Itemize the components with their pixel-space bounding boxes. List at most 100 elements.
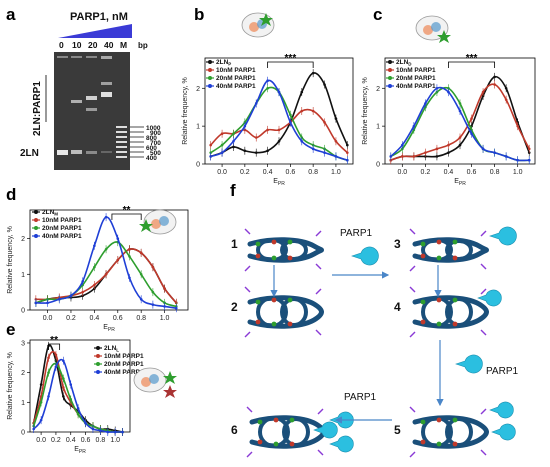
x-axis-label: EPR: [273, 178, 285, 187]
fluorophore-star: [452, 321, 458, 327]
x-tick-label: 0.4: [66, 437, 76, 444]
parp1-pacman: [313, 421, 338, 439]
fluorophore-star: [271, 321, 277, 327]
x-tick-label: 0.6: [467, 169, 477, 176]
stage-4: 4: [394, 300, 401, 314]
motion-arrow: [315, 230, 322, 237]
x-tick-label: 0.0: [36, 437, 46, 444]
x-tick-label: 0.2: [240, 169, 250, 176]
gel-title: PARP1, nM: [70, 11, 128, 23]
fluorophore-star: [436, 255, 442, 261]
legend-label: 40nM PARP1: [42, 233, 82, 240]
nucleosome-core: [421, 416, 453, 448]
ladder-lines: [130, 126, 144, 158]
x-tick-label: 0.8: [308, 169, 318, 176]
y-tick-label: 0: [376, 162, 380, 169]
significance-stars: ***: [285, 53, 297, 64]
parp-label-3: PARP1: [344, 392, 376, 403]
nucleosome-core: [282, 417, 310, 447]
ladder-500: 500: [150, 150, 161, 157]
x-axis-label-sub: PR: [278, 181, 285, 187]
motion-arrow: [246, 406, 253, 413]
dna-loop: [412, 415, 489, 449]
nucleosome-core: [445, 417, 473, 447]
legend-label: 40nM PARP1: [104, 369, 144, 376]
panel-label-f: f: [230, 181, 236, 200]
parp1-pacman: [455, 354, 483, 374]
legend-label: 40nM PARP1: [396, 83, 436, 90]
dinucleosome: [244, 228, 324, 272]
significance-stars: ***: [466, 53, 478, 64]
motion-arrow: [244, 228, 251, 235]
legend-label-sub: D: [408, 62, 412, 67]
nucleosome-icon-c: [415, 15, 451, 43]
y-tick-label: 0: [21, 308, 25, 315]
x-tick-label: 0.8: [96, 437, 106, 444]
stage-2: 2: [231, 300, 238, 314]
y-axis-label: Relative frequency, %: [362, 77, 369, 145]
parp1-pacman: [477, 289, 502, 307]
nucleosome-core: [445, 297, 473, 327]
dna-loop: [412, 237, 489, 263]
gel-lane-10: 10: [72, 40, 82, 50]
significance-bracket: [448, 61, 496, 68]
fluorophore-star: [452, 255, 458, 261]
x-tick-label: 1.0: [110, 437, 120, 444]
significance-bracket: [111, 213, 142, 220]
x-tick-label: 0.6: [81, 437, 91, 444]
panel-label-b: b: [194, 5, 204, 24]
y-tick-label: 0: [196, 162, 200, 169]
fluorophore-star: [271, 255, 277, 261]
fret-histogram-d: 0.0 0.2 0.4 0.6 0.8 1.0 0 1 2 EPR Relative frequen…: [7, 205, 189, 333]
motion-arrow: [244, 286, 251, 293]
x-tick-label: 0.4: [90, 315, 100, 322]
y-axis-label: Relative frequency, %: [182, 77, 189, 145]
fluorophore-star: [255, 319, 261, 325]
y-tick-label: 1: [21, 272, 25, 279]
x-tick-label: 0.0: [217, 169, 227, 176]
motion-arrow: [409, 228, 416, 235]
motion-arrow: [317, 408, 324, 415]
legend-label: 2LNL: [104, 345, 119, 353]
y-axis-label: Relative frequency, %: [7, 352, 14, 420]
y-tick-label: 2: [196, 86, 200, 93]
y-tick-label: 1: [376, 124, 380, 131]
x-axis-label: EPR: [103, 324, 115, 333]
series-line: [390, 86, 530, 162]
fluorophore-star: [255, 253, 261, 259]
ladder-800: 800: [146, 135, 157, 142]
nucleosome-core: [421, 238, 453, 262]
x-tick-label: 0.2: [66, 315, 76, 322]
x-tick-label: 0.8: [136, 315, 146, 322]
y-tick-label: 2: [21, 236, 25, 243]
fluorophore-star: [452, 441, 458, 447]
motion-arrow: [315, 263, 322, 270]
parp1-pacman: [489, 401, 514, 419]
x-tick-label: 1.0: [160, 315, 170, 322]
x-tick-label: 0.4: [444, 169, 454, 176]
legend-label: 10nM PARP1: [396, 67, 436, 74]
motion-arrow: [480, 449, 487, 456]
nucleosome-icon-b: [241, 12, 275, 38]
legend-label-sub: M: [54, 212, 58, 217]
series-line: [210, 86, 348, 161]
motion-arrow: [409, 451, 416, 458]
fluorophore-star: [436, 239, 442, 245]
fluorophore-star: [273, 417, 279, 423]
motion-arrow: [315, 329, 322, 336]
parp1-pacman: [329, 435, 354, 453]
nucleosome-core: [258, 416, 290, 448]
fluorophore-star: [271, 239, 277, 245]
panel-label-d: d: [6, 185, 16, 204]
y-tick-label: 2: [376, 86, 380, 93]
nucleosome-core: [256, 238, 288, 262]
stage-5: 5: [394, 423, 401, 437]
x-tick-label: 0.0: [397, 169, 407, 176]
fluorophore-star: [452, 417, 458, 423]
free-dna-label: 2LN: [20, 148, 39, 159]
motion-arrow: [246, 451, 253, 458]
fluorophore-star: [436, 417, 442, 423]
dna-loop: [412, 295, 489, 329]
fluorophore-star: [420, 241, 426, 247]
